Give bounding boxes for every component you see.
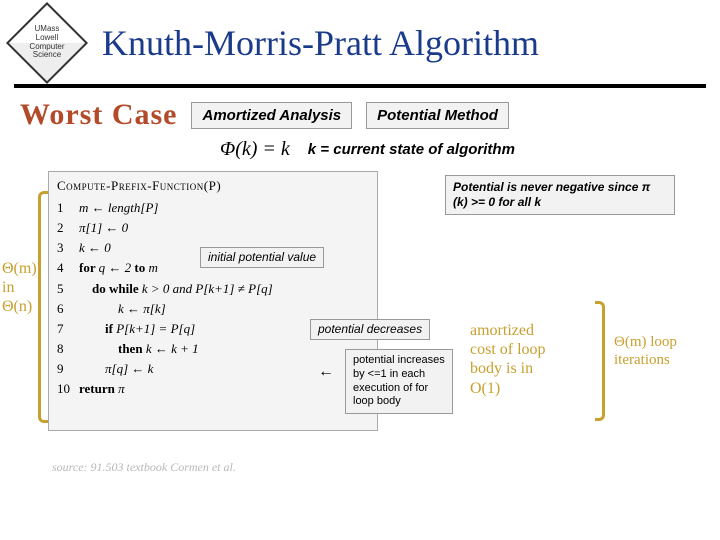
amortized-box: Amortized Analysis <box>191 102 352 129</box>
phi-equation: Φ(k) = k <box>220 138 290 161</box>
algo-line: 5 do while k > 0 and P[k+1] ≠ P[q] <box>57 279 369 299</box>
theta-m: Θ(m) <box>2 259 37 278</box>
algo-title: Compute-Prefix-Function(P) <box>57 178 369 194</box>
logo-bottom: Science <box>33 51 61 60</box>
divider <box>14 84 706 88</box>
potential-method-box: Potential Method <box>366 102 509 129</box>
bracket-right-icon <box>595 301 605 421</box>
algo-line: 6 k ← π[k] <box>57 299 369 319</box>
bracket-left-icon <box>38 191 48 423</box>
page-title: Knuth-Morris-Pratt Algorithm <box>102 22 539 64</box>
worst-case-label: Worst Case <box>20 98 177 132</box>
loop-iterations-note: Θ(m) loop iterations <box>614 333 704 369</box>
algo-line: 10return π <box>57 379 369 399</box>
in-label: in <box>2 278 37 297</box>
logo: UMass Lowell Computer Science <box>12 8 82 78</box>
algo-line: 2π[1] ← 0 <box>57 218 369 238</box>
amortized-note: amortized cost of loop body is in O(1) <box>470 321 585 398</box>
algo-line: 8 then k ← k + 1 <box>57 339 369 359</box>
left-complexity: Θ(m) in Θ(n) <box>2 259 37 317</box>
note-initial: initial potential value <box>200 247 324 268</box>
k-state-label: k = current state of algorithm <box>308 141 515 158</box>
theta-n: Θ(n) <box>2 297 37 316</box>
algo-line: 1m ← length[P] <box>57 198 369 218</box>
note-potential-never: Potential is never negative since π (k) … <box>445 175 675 215</box>
main-content: Θ(m) in Θ(n) Compute-Prefix-Function(P) … <box>0 171 720 481</box>
arrow-icon: ← <box>318 363 334 381</box>
source-citation: source: 91.503 textbook Cormen et al. <box>52 460 236 475</box>
algorithm-box: Compute-Prefix-Function(P) 1m ← length[P… <box>48 171 378 431</box>
note-decreases: potential decreases <box>310 319 430 340</box>
note-increases: potential increases by <=1 in each execu… <box>345 349 453 414</box>
